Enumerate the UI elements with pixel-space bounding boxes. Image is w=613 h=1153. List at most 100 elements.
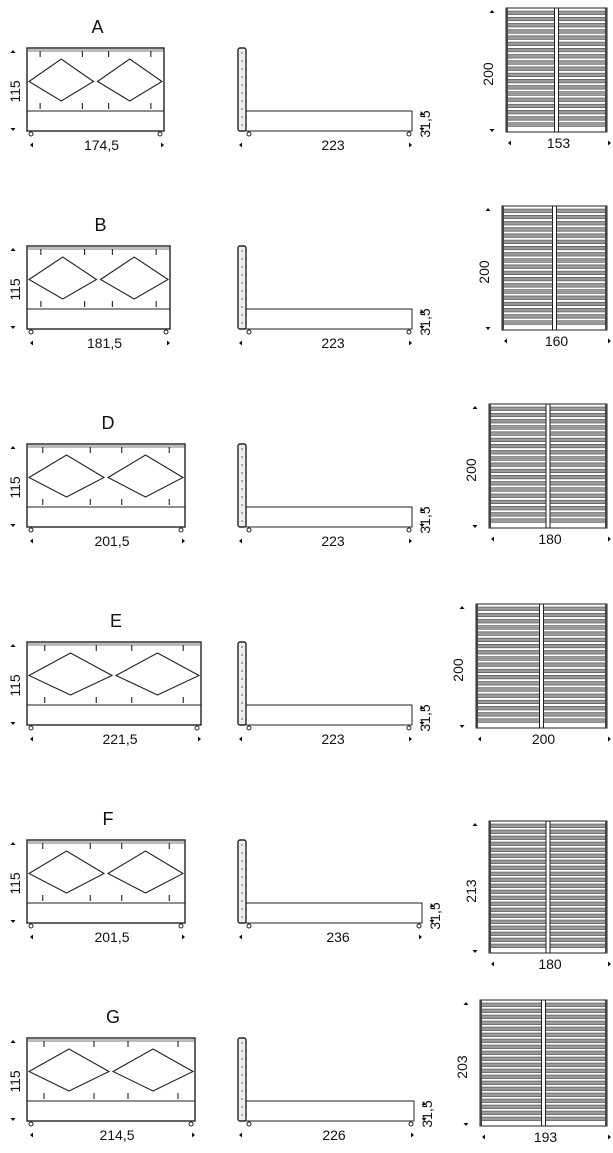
side-base <box>245 110 413 132</box>
headboard-frame <box>26 443 186 528</box>
side-base <box>245 704 413 726</box>
dim-arrow <box>198 736 201 742</box>
quilting-diamond <box>27 58 95 102</box>
slat-width-dimension: 160 <box>545 333 569 349</box>
dim-arrow <box>608 961 611 967</box>
dim-arrow <box>472 950 478 953</box>
base-height-dimension: 31,5 <box>417 308 433 335</box>
side-view: 223 31,5 <box>237 641 433 747</box>
foot <box>408 1121 414 1127</box>
side-rail <box>489 404 491 528</box>
foot <box>246 1121 252 1127</box>
dim-arrow <box>419 326 425 329</box>
dim-arrow <box>239 1132 242 1138</box>
foot <box>246 527 252 533</box>
dim-arrow <box>10 326 16 329</box>
base-height-dimension: 31,5 <box>427 902 443 929</box>
foot <box>406 725 412 731</box>
side-view: 223 31,5 <box>237 245 433 351</box>
side-base <box>245 902 423 924</box>
dim-arrow <box>459 725 465 728</box>
slat-length-dimension: 203 <box>454 1055 470 1079</box>
dim-arrow <box>419 524 425 527</box>
dim-arrow <box>161 142 164 148</box>
height-dimension: 115 <box>7 674 23 697</box>
dim-arrow <box>10 644 16 647</box>
foot <box>28 1121 34 1127</box>
front-view: D 115 201,5 <box>7 413 186 549</box>
center-rail <box>554 7 559 133</box>
slat-width-dimension: 180 <box>538 956 562 972</box>
side-rail <box>476 604 478 728</box>
dim-arrow <box>10 524 16 527</box>
dim-arrow <box>10 842 16 845</box>
dim-arrow <box>419 310 425 313</box>
dim-arrow <box>429 904 435 907</box>
headboard-top-band <box>28 841 184 844</box>
quilting-diamond <box>27 652 114 696</box>
quilting-diamond <box>27 256 98 300</box>
dim-arrow <box>608 536 611 542</box>
dim-arrow <box>182 538 185 544</box>
slat-length-dimension: 200 <box>476 260 492 284</box>
headboard-frame <box>26 641 202 726</box>
dim-arrow <box>409 736 412 742</box>
dim-arrow <box>239 340 242 346</box>
dim-arrow <box>10 1118 16 1121</box>
dim-arrow <box>10 248 16 251</box>
headboard-top-band <box>28 49 163 52</box>
side-rail <box>605 404 607 528</box>
height-dimension: 115 <box>7 872 23 895</box>
dim-arrow <box>409 538 412 544</box>
foot <box>246 725 252 731</box>
dim-arrow <box>463 1123 469 1126</box>
quilting-pattern <box>27 645 201 703</box>
slat-length-dimension: 213 <box>463 879 479 903</box>
slat-frame: 200 200 <box>450 603 611 747</box>
height-dimension: 115 <box>7 278 23 301</box>
center-rail <box>552 205 557 331</box>
quilting-diamond <box>106 850 185 894</box>
front-view: F 115 201,5 <box>7 809 186 945</box>
quilting-pattern <box>27 1041 195 1099</box>
dim-arrow <box>491 536 494 542</box>
center-rail <box>541 999 546 1127</box>
bed-row-d: D 115 201,5 223 31,5 200 180 <box>7 403 611 549</box>
front-width-dimension: 174,5 <box>84 137 119 153</box>
foot <box>406 131 412 137</box>
headboard-side <box>237 839 247 924</box>
dim-arrow <box>485 327 491 330</box>
model-label: E <box>110 611 122 631</box>
base-height-dimension: 31,5 <box>417 110 433 137</box>
front-view: G 115 214,5 <box>7 1007 196 1143</box>
side-rail <box>605 1000 607 1126</box>
dim-arrow <box>192 1132 195 1138</box>
foot <box>194 725 200 731</box>
headboard-frame <box>26 47 165 132</box>
foot <box>188 1121 194 1127</box>
base-height-dimension: 31,5 <box>417 506 433 533</box>
model-label: A <box>91 17 103 37</box>
foot <box>406 527 412 533</box>
dim-arrow <box>30 934 33 940</box>
dim-arrow <box>10 1040 16 1043</box>
foot <box>28 329 34 335</box>
headboard-side <box>237 47 247 132</box>
headboard-top-band <box>28 1039 194 1042</box>
side-rail <box>506 8 508 132</box>
dim-arrow <box>239 538 242 544</box>
bed-row-b: B 115 181,5 223 31,5 200 160 <box>7 205 611 351</box>
quilting-pattern <box>27 843 185 901</box>
dim-arrow <box>608 736 611 742</box>
dim-arrow <box>167 340 170 346</box>
quilting-diamond <box>96 58 164 102</box>
quilting-pattern <box>27 51 164 109</box>
dim-arrow <box>459 606 465 609</box>
front-view: B 115 181,5 <box>7 215 171 351</box>
dim-arrow <box>429 920 435 923</box>
quilting-pattern <box>27 249 170 307</box>
dim-arrow <box>419 112 425 115</box>
foot <box>28 725 34 731</box>
dim-arrow <box>10 128 16 131</box>
dim-arrow <box>472 823 478 826</box>
